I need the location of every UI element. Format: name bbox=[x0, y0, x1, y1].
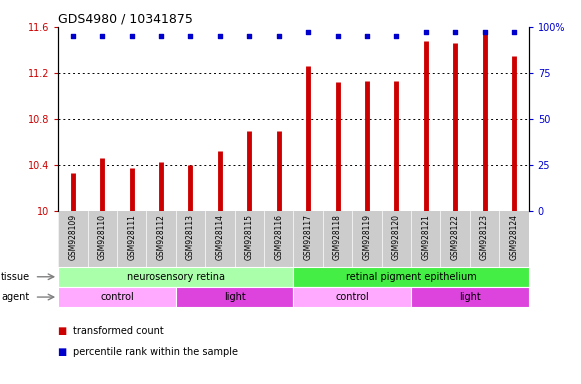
Text: neurosensory retina: neurosensory retina bbox=[127, 272, 225, 282]
Bar bbox=[58, 287, 175, 307]
Text: GSM928120: GSM928120 bbox=[392, 214, 401, 260]
Text: GSM928123: GSM928123 bbox=[480, 214, 489, 260]
Text: GDS4980 / 10341875: GDS4980 / 10341875 bbox=[58, 13, 193, 26]
Point bbox=[68, 33, 77, 39]
Point bbox=[156, 33, 166, 39]
Text: light: light bbox=[459, 292, 480, 302]
Bar bbox=[58, 266, 293, 287]
Point bbox=[186, 33, 195, 39]
Text: ■: ■ bbox=[58, 326, 70, 336]
Text: GSM928117: GSM928117 bbox=[304, 214, 313, 260]
Text: GSM928110: GSM928110 bbox=[98, 214, 107, 260]
Text: GSM928124: GSM928124 bbox=[510, 214, 518, 260]
Bar bbox=[293, 287, 411, 307]
Point bbox=[450, 29, 460, 35]
Point bbox=[363, 33, 372, 39]
Point bbox=[127, 33, 137, 39]
Bar bbox=[293, 266, 529, 287]
Text: GSM928113: GSM928113 bbox=[186, 214, 195, 260]
Point bbox=[274, 33, 284, 39]
Text: tissue: tissue bbox=[1, 272, 30, 282]
Text: GSM928109: GSM928109 bbox=[69, 214, 77, 260]
Point bbox=[245, 33, 254, 39]
Point bbox=[98, 33, 107, 39]
Text: percentile rank within the sample: percentile rank within the sample bbox=[73, 347, 238, 357]
Point bbox=[303, 29, 313, 35]
Text: GSM928118: GSM928118 bbox=[333, 214, 342, 260]
Bar bbox=[175, 287, 293, 307]
Text: agent: agent bbox=[2, 292, 30, 302]
Text: GSM928116: GSM928116 bbox=[274, 214, 283, 260]
Text: GSM928122: GSM928122 bbox=[451, 214, 460, 260]
Text: GSM928119: GSM928119 bbox=[363, 214, 371, 260]
Point bbox=[392, 33, 401, 39]
Text: transformed count: transformed count bbox=[73, 326, 163, 336]
Text: ■: ■ bbox=[58, 347, 70, 357]
Point bbox=[421, 29, 431, 35]
Point bbox=[333, 33, 342, 39]
Point bbox=[215, 33, 224, 39]
Point bbox=[480, 29, 489, 35]
Text: GSM928114: GSM928114 bbox=[216, 214, 224, 260]
Text: retinal pigment epithelium: retinal pigment epithelium bbox=[346, 272, 476, 282]
Bar bbox=[411, 287, 529, 307]
Text: control: control bbox=[335, 292, 369, 302]
Text: GSM928111: GSM928111 bbox=[127, 214, 136, 260]
Text: GSM928121: GSM928121 bbox=[421, 214, 431, 260]
Text: control: control bbox=[100, 292, 134, 302]
Text: light: light bbox=[224, 292, 245, 302]
Text: GSM928115: GSM928115 bbox=[245, 214, 254, 260]
Point bbox=[510, 29, 519, 35]
Text: GSM928112: GSM928112 bbox=[156, 214, 166, 260]
